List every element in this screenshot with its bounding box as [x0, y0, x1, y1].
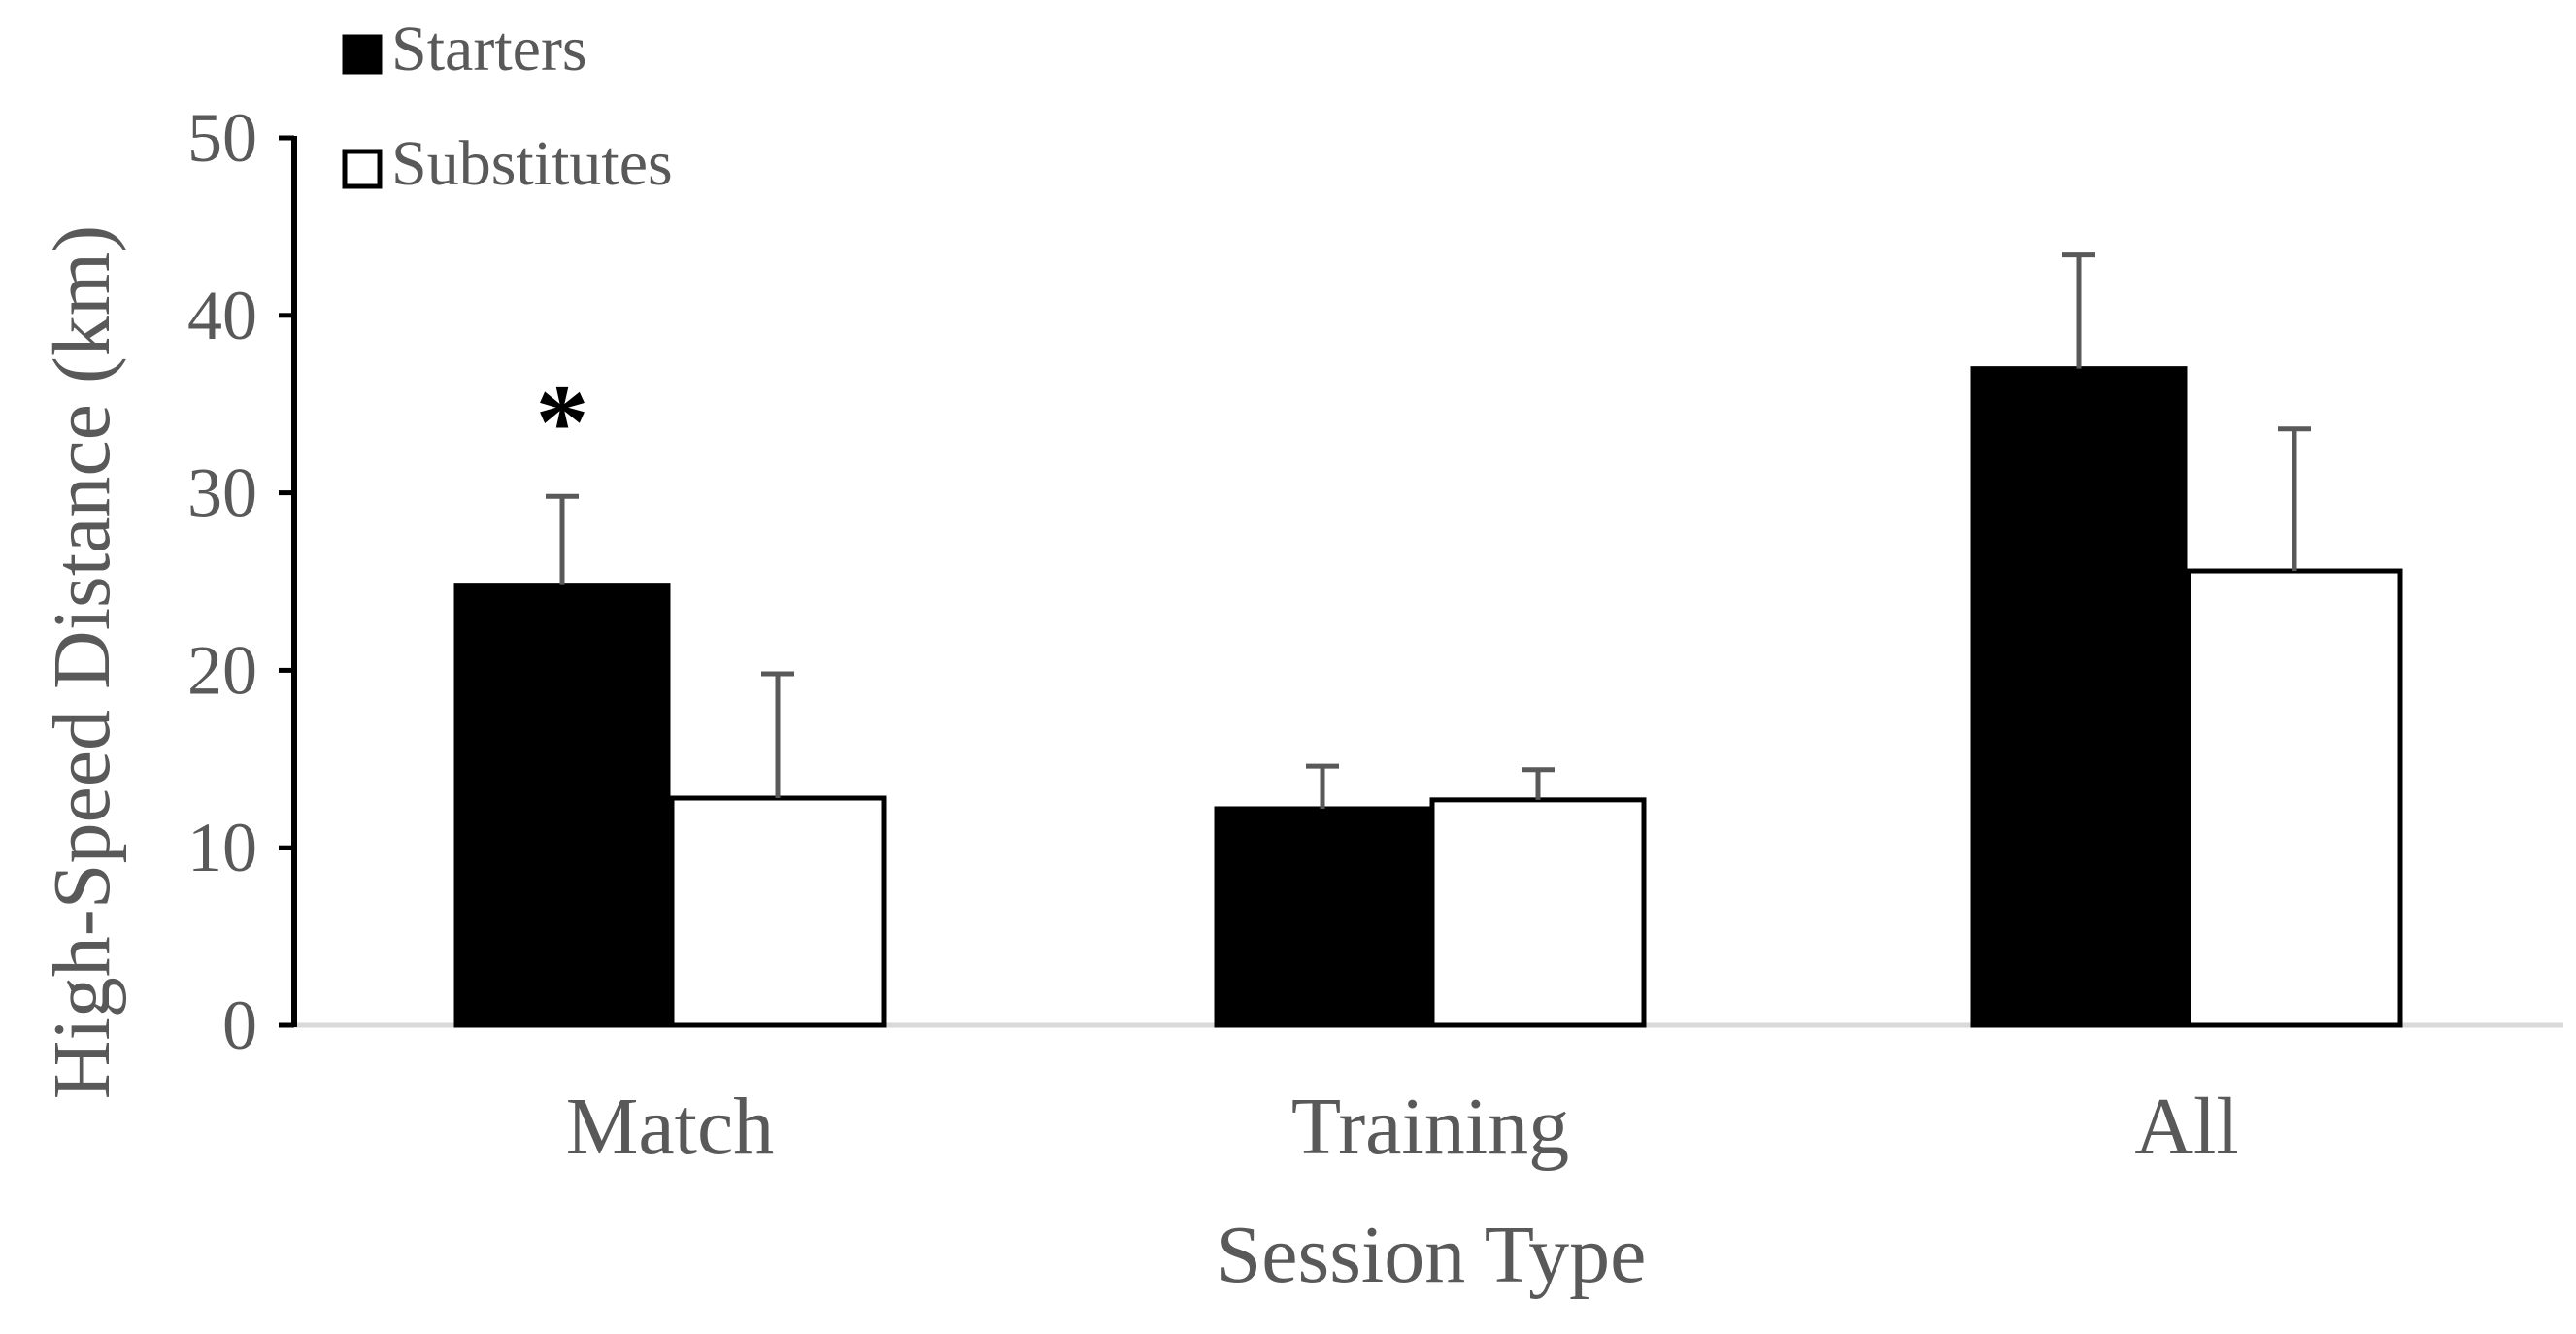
y-axis-title: High-Speed Distance (km): [37, 225, 127, 1099]
x-axis-title: Session Type: [1217, 1210, 1647, 1300]
annotations-layer: *: [536, 362, 589, 481]
axes-layer: [279, 135, 297, 1028]
legend-label-starters: Starters: [391, 14, 587, 84]
x-tick-labels: Match Training All: [566, 1082, 2239, 1172]
significance-asterisk: *: [536, 362, 589, 481]
y-tick-label: 40: [187, 277, 257, 354]
y-tick-label: 0: [222, 986, 257, 1064]
legend-swatch-starters: [342, 34, 383, 75]
x-tick-label-match: Match: [566, 1082, 775, 1172]
bar-substitutes-match: [669, 795, 887, 1028]
x-tick-label-all: All: [2134, 1082, 2238, 1172]
bar-substitutes-training: [1429, 797, 1647, 1028]
legend-swatch-substitutes: [342, 149, 383, 189]
bar-starters-match: [453, 583, 671, 1028]
y-tick-labels: 0 10 20 30 40 50: [187, 99, 257, 1064]
bar-starters-training: [1214, 806, 1431, 1028]
y-tick-label: 50: [187, 99, 257, 177]
y-tick-label: 10: [187, 809, 257, 886]
bar-substitutes-all: [2186, 568, 2403, 1028]
y-tick-label: 20: [187, 631, 257, 709]
x-tick-label-training: Training: [1291, 1082, 1569, 1172]
bars-layer: [453, 366, 2403, 1028]
legend: Starters Substitutes: [342, 14, 673, 199]
legend-label-substitutes: Substitutes: [391, 128, 673, 199]
y-tick-label: 30: [187, 454, 257, 532]
error-bars-layer: [546, 252, 2311, 809]
bar-starters-all: [1970, 366, 2188, 1028]
